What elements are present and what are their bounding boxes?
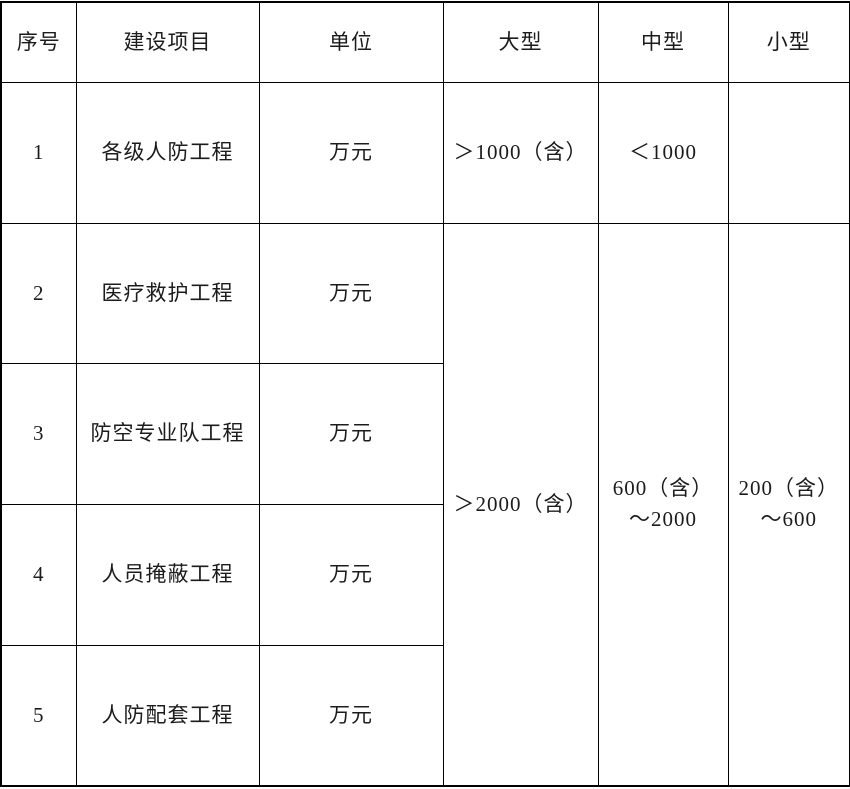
table-header-row: 序号 建设项目 单位 大型 中型 小型 [0,1,850,83]
header-cell-project: 建设项目 [75,1,260,83]
table-row: 2 医疗救护工程 万元 ＞2000（含） 600（含） ～2000 200（含）… [0,222,850,787]
cell-medium-merged: 600（含） ～2000 [597,222,729,787]
table-row: 5 人防配套工程 万元 [0,644,850,787]
cell-medium: ＜1000 [597,81,729,224]
cell-small [727,81,850,224]
cell-no: 4 [0,504,77,646]
cell-no: 3 [0,363,77,506]
value-line: ～2000 [629,507,697,532]
value-line: 200（含） [738,475,839,500]
cell-no: 1 [0,81,77,224]
cell-unit: 万元 [258,363,444,506]
header-cell-large: 大型 [442,1,599,83]
cell-project: 防空专业队工程 [75,363,260,506]
cell-unit: 万元 [258,222,444,365]
value-line: 600（含） [612,475,714,500]
cell-large: ＞1000（含） [442,81,599,224]
cell-large-merged: ＞2000（含） [442,222,599,787]
cell-unit: 万元 [258,644,444,787]
table-row: 3 防空专业队工程 万元 [0,363,850,506]
cell-small-merged: 200（含） ～600 [727,222,850,787]
cell-unit: 万元 [258,504,444,646]
table-row: 4 人员掩蔽工程 万元 [0,504,850,646]
value-line: ～600 [760,507,817,532]
cell-no: 2 [0,222,77,365]
cell-no: 5 [0,644,77,787]
header-cell-medium: 中型 [597,1,729,83]
table-row: 1 各级人防工程 万元 ＞1000（含） ＜1000 [0,81,850,224]
cell-project: 人防配套工程 [75,644,260,787]
cell-project: 各级人防工程 [75,81,260,224]
header-cell-unit: 单位 [258,1,444,83]
header-cell-no: 序号 [0,1,77,83]
cell-unit: 万元 [258,81,444,224]
header-cell-small: 小型 [727,1,850,83]
cell-project: 人员掩蔽工程 [75,504,260,646]
cell-project: 医疗救护工程 [75,222,260,365]
